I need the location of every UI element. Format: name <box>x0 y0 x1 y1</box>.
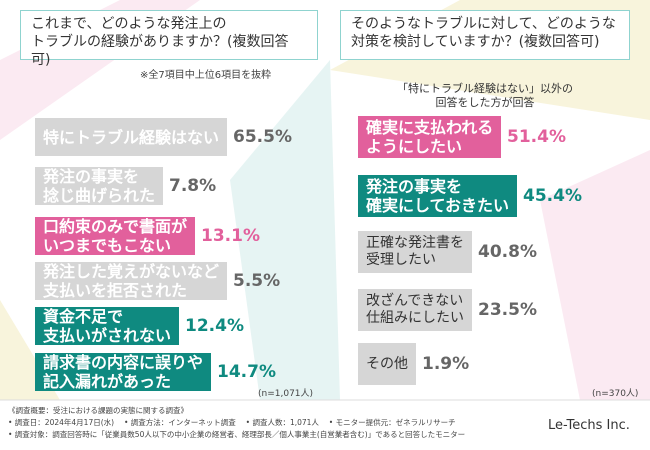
subtitle: 「特にトラブル経験はない」以外の 回答をした方が回答 <box>397 82 573 109</box>
note: ※全7項目中上位6項目を抜粋 <box>140 70 272 81</box>
bar-label: 発注した覚えがないなど 支払いを拒否された <box>35 262 228 300</box>
bg-shape <box>540 150 650 400</box>
value-label: 14.7% <box>217 362 276 382</box>
bg-shape <box>230 60 340 400</box>
value-label: 51.4% <box>507 127 566 147</box>
bar-label: 口約束のみで書面が いつまでもこない <box>35 217 196 255</box>
bar-label: 請求書の内容に誤りや 記入漏れがあった <box>35 353 212 391</box>
value-label: 23.5% <box>478 300 537 320</box>
bar-label: 発注の事実を 捻じ曲げられた <box>35 167 164 205</box>
bar-label: 特にトラブル経験はない <box>35 118 228 156</box>
bar-label: 改ざんできない 仕組みにしたい <box>358 289 472 331</box>
logo: Le-Techs Inc. <box>548 418 630 433</box>
bar-label: その他 <box>358 343 416 385</box>
value-label: 5.5% <box>233 271 281 291</box>
value-label: 40.8% <box>478 242 537 262</box>
value-label: 1.9% <box>422 354 470 374</box>
bar-label: 資金不足で 支払いがされない <box>35 307 180 345</box>
value-label: 45.4% <box>523 186 582 206</box>
footer-line: • 調査日：2024年4月17日(水) • 調査方法：インターネット調査 • 調… <box>8 418 456 427</box>
bar-label: 確実に支払われる ようにしたい <box>358 116 502 158</box>
value-label: 12.4% <box>185 316 244 336</box>
bar-label: 正確な発注書を 受理したい <box>358 231 472 273</box>
value-label: 7.8% <box>169 176 217 196</box>
sample-size: (n=370人) <box>592 389 639 399</box>
bar-label: 発注の事実を 確実にしておきたい <box>358 175 518 217</box>
footer-line: 《調査概要：受注における課題の実態に関する調査》 <box>8 406 188 415</box>
sample-size: (n=1,071人) <box>258 389 314 399</box>
chart-title: そのようなトラブルに対して、どのような 対策を検討していますか？(複数回答可) <box>340 10 630 60</box>
value-label: 65.5% <box>233 127 292 147</box>
value-label: 13.1% <box>201 226 260 246</box>
footer-line: • 調査対象：調査回答時に「従業員数50人以下の中小企業の経営者、経理部長／個人… <box>8 430 466 439</box>
chart-title: これまで、どのような発注上の トラブルの経験がありますか？(複数回答可) <box>20 10 318 68</box>
